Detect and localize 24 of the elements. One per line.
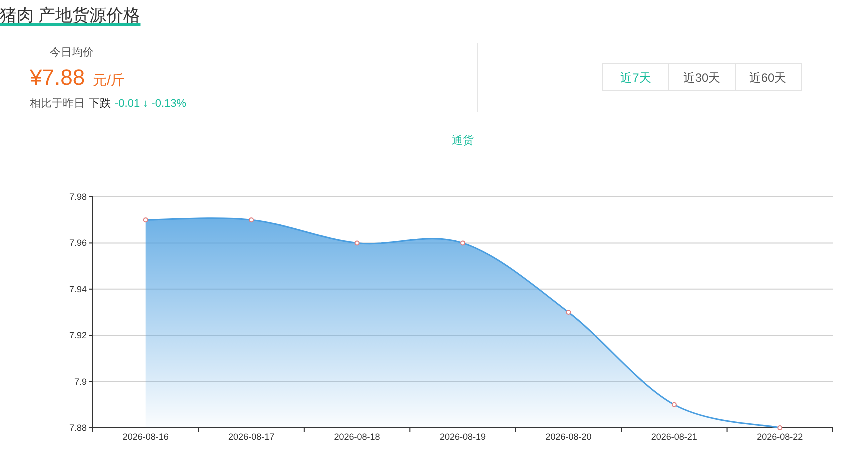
text: ¥7.88 bbox=[29, 65, 86, 90]
x-tick-label: 2026-08-19 bbox=[440, 432, 486, 442]
text: 近7天 bbox=[620, 71, 652, 85]
chart-title: 猪肉 产地货源价格 bbox=[0, 6, 141, 25]
text: -0.01 ↓ -0.13% bbox=[115, 98, 187, 110]
text: 元/斤 bbox=[93, 72, 125, 88]
y-tick-label: 7.98 bbox=[69, 192, 87, 202]
text: 今日均价 bbox=[50, 47, 94, 59]
x-tick-label: 2026-08-17 bbox=[228, 432, 275, 442]
y-tick-label: 7.94 bbox=[69, 284, 87, 294]
text: 近30天 bbox=[683, 71, 721, 85]
text: 相比于昨日 bbox=[30, 97, 85, 110]
y-tick-label: 7.92 bbox=[69, 330, 87, 341]
x-tick-label: 2026-08-20 bbox=[546, 432, 592, 442]
y-tick-label: 7.88 bbox=[69, 423, 87, 433]
text: 通货 bbox=[452, 134, 474, 147]
x-tick-label: 2026-08-16 bbox=[122, 432, 169, 442]
y-tick-label: 7.96 bbox=[69, 238, 87, 248]
text: 近60天 bbox=[749, 71, 787, 85]
y-tick-label: 7.9 bbox=[74, 376, 87, 387]
text: 下跌 bbox=[89, 98, 111, 110]
x-tick-label: 2026-08-22 bbox=[757, 432, 804, 442]
x-tick-label: 2026-08-21 bbox=[651, 432, 698, 442]
x-tick-label: 2026-08-18 bbox=[334, 432, 380, 442]
